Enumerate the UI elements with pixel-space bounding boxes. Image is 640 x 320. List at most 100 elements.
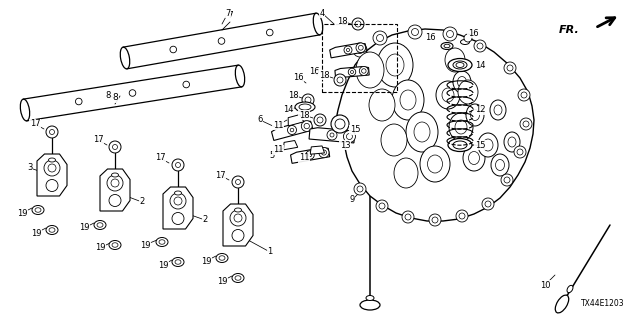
Circle shape	[521, 92, 527, 98]
Circle shape	[412, 28, 419, 36]
Text: 14: 14	[283, 106, 293, 115]
Ellipse shape	[406, 112, 438, 152]
Polygon shape	[335, 29, 534, 221]
Ellipse shape	[35, 208, 41, 212]
Circle shape	[344, 131, 355, 142]
Ellipse shape	[504, 132, 520, 152]
Text: 18: 18	[288, 91, 298, 100]
Circle shape	[48, 164, 56, 172]
Ellipse shape	[420, 146, 450, 182]
Ellipse shape	[458, 76, 467, 87]
Circle shape	[317, 117, 323, 123]
Polygon shape	[335, 67, 369, 78]
Circle shape	[172, 212, 184, 225]
Text: TX44E1203: TX44E1203	[581, 299, 625, 308]
Ellipse shape	[453, 61, 467, 69]
Circle shape	[356, 46, 364, 53]
Text: 19: 19	[157, 260, 168, 269]
Ellipse shape	[490, 100, 506, 120]
Text: 19: 19	[17, 209, 28, 218]
Ellipse shape	[453, 141, 467, 149]
Circle shape	[359, 67, 369, 76]
Ellipse shape	[445, 48, 465, 72]
Polygon shape	[271, 121, 313, 140]
Circle shape	[348, 68, 356, 76]
Text: 19: 19	[31, 228, 41, 237]
Ellipse shape	[172, 258, 184, 267]
Polygon shape	[223, 204, 253, 246]
Text: 11: 11	[273, 121, 284, 130]
Text: 19: 19	[95, 244, 105, 252]
Ellipse shape	[175, 191, 182, 195]
Circle shape	[334, 74, 346, 86]
Ellipse shape	[94, 220, 106, 229]
Circle shape	[352, 18, 364, 30]
Circle shape	[109, 141, 121, 153]
Circle shape	[107, 175, 123, 191]
Circle shape	[232, 176, 244, 188]
Text: 3: 3	[28, 164, 33, 172]
Ellipse shape	[442, 88, 454, 102]
Circle shape	[459, 213, 465, 219]
Circle shape	[301, 121, 312, 132]
Ellipse shape	[449, 113, 473, 141]
Text: 17: 17	[155, 154, 165, 163]
Ellipse shape	[400, 90, 416, 110]
Ellipse shape	[448, 59, 472, 71]
Circle shape	[356, 43, 365, 52]
Ellipse shape	[428, 155, 442, 173]
Text: 17: 17	[214, 171, 225, 180]
Text: 15: 15	[349, 125, 360, 134]
Ellipse shape	[483, 139, 493, 151]
Ellipse shape	[495, 159, 504, 171]
Ellipse shape	[356, 52, 384, 88]
Circle shape	[376, 200, 388, 212]
Text: 7: 7	[227, 12, 233, 20]
Ellipse shape	[453, 71, 471, 93]
Circle shape	[232, 229, 244, 242]
Ellipse shape	[458, 80, 478, 104]
Ellipse shape	[441, 43, 453, 50]
Circle shape	[373, 31, 387, 45]
Circle shape	[514, 146, 526, 158]
Circle shape	[287, 125, 296, 134]
Circle shape	[46, 126, 58, 138]
Polygon shape	[291, 148, 330, 163]
Circle shape	[170, 193, 186, 209]
Ellipse shape	[111, 173, 118, 177]
Ellipse shape	[360, 300, 380, 310]
Ellipse shape	[414, 122, 430, 142]
Ellipse shape	[381, 124, 407, 156]
Circle shape	[314, 114, 326, 126]
Circle shape	[477, 43, 483, 49]
Ellipse shape	[392, 80, 424, 120]
Ellipse shape	[494, 105, 502, 115]
Ellipse shape	[478, 133, 498, 157]
Polygon shape	[100, 169, 130, 211]
Polygon shape	[288, 115, 304, 126]
Text: 19: 19	[217, 276, 227, 285]
Circle shape	[482, 198, 494, 210]
Polygon shape	[284, 140, 298, 150]
Text: 18: 18	[319, 70, 330, 79]
Text: 6: 6	[257, 116, 262, 124]
Circle shape	[354, 183, 366, 195]
Ellipse shape	[461, 39, 470, 44]
Ellipse shape	[299, 104, 311, 110]
Circle shape	[234, 214, 242, 222]
Circle shape	[111, 179, 119, 187]
Text: 10: 10	[540, 281, 550, 290]
Circle shape	[109, 195, 121, 206]
Ellipse shape	[466, 104, 484, 126]
Circle shape	[504, 177, 510, 183]
Circle shape	[355, 21, 361, 27]
Ellipse shape	[567, 285, 573, 293]
Text: FR.: FR.	[559, 25, 580, 35]
Ellipse shape	[556, 295, 569, 313]
Ellipse shape	[216, 253, 228, 262]
Ellipse shape	[159, 240, 165, 244]
Circle shape	[518, 89, 530, 101]
Circle shape	[379, 203, 385, 209]
Polygon shape	[37, 154, 67, 196]
Ellipse shape	[377, 43, 413, 87]
